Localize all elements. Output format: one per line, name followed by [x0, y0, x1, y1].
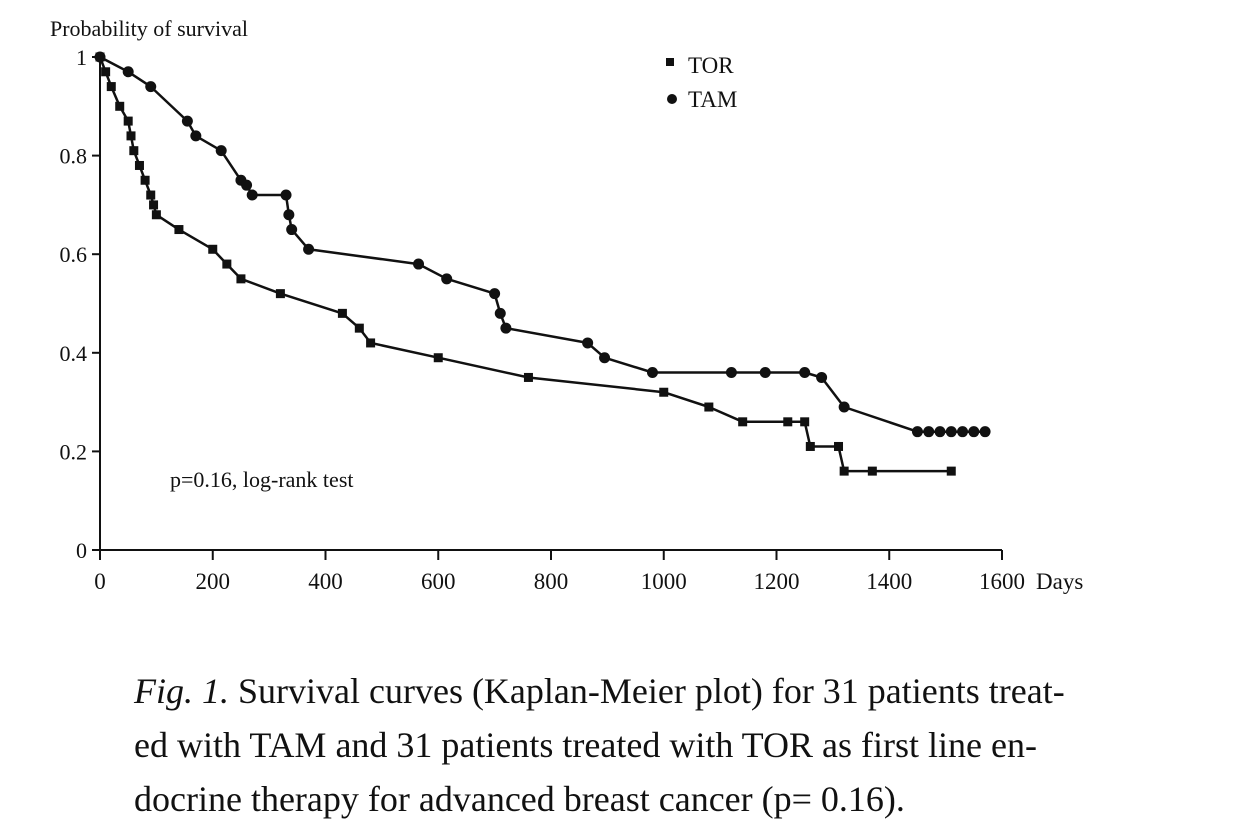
data-point-tor — [174, 225, 184, 235]
data-point-tor — [151, 210, 161, 220]
data-point-tor — [134, 160, 144, 170]
data-point-tor — [783, 417, 793, 427]
legend: TOR TAM — [666, 53, 737, 112]
data-point-tam — [286, 224, 298, 236]
legend-label-tor: TOR — [688, 53, 734, 78]
legend-label-tam: TAM — [688, 87, 737, 112]
data-point-tam — [582, 337, 594, 349]
data-point-tam — [968, 426, 980, 438]
caption-line-3: docrine therapy for advanced breast canc… — [134, 779, 905, 819]
data-point-tor — [946, 466, 956, 476]
data-point-tam — [599, 352, 611, 364]
data-point-tor — [236, 274, 246, 284]
figure-caption: Fig. 1. Survival curves (Kaplan-Meier pl… — [134, 664, 1134, 826]
data-point-tor — [146, 190, 156, 200]
survival-chart: 0 200 400 600 800 1000 1200 1400 1600 0 0.2 0.4 0.6 0… — [50, 16, 1083, 819]
data-point-tor — [275, 289, 285, 299]
data-point-tam — [979, 426, 991, 438]
y-tick-label: 0 — [76, 538, 87, 563]
data-point-tam — [94, 51, 106, 63]
data-point-tam — [280, 189, 292, 201]
data-point-tor — [115, 101, 125, 111]
series-line-tam — [99, 55, 986, 433]
data-point-tor — [106, 82, 116, 92]
ticks: 0 200 400 600 800 1000 1200 1400 1600 0 0.2 0.4 0.6 0… — [60, 45, 1026, 594]
data-point-tor — [834, 441, 844, 451]
data-point-tam — [725, 367, 737, 379]
data-point-tam — [181, 115, 193, 127]
caption-line-2: ed with TAM and 31 patients treated with… — [134, 725, 1037, 765]
data-point-tor — [149, 200, 159, 210]
data-point-tor — [659, 387, 669, 397]
data-point-tor — [140, 175, 150, 185]
x-tick-label: 400 — [308, 569, 343, 594]
x-tick-label: 800 — [534, 569, 569, 594]
data-point-tam — [190, 130, 202, 142]
data-point-tam — [215, 145, 227, 157]
data-point-tor — [433, 353, 443, 363]
chart-canvas: 0 200 400 600 800 1000 1200 1400 1600 0 0.2 0.4 0.6 0… — [50, 16, 1083, 594]
caption-figure-label: Fig. 1. — [134, 671, 229, 711]
data-point-tor — [129, 146, 139, 156]
data-point-tor — [867, 466, 877, 476]
data-point-tam — [413, 258, 425, 270]
x-tick-label: 1400 — [866, 569, 912, 594]
series — [94, 51, 991, 476]
legend-marker-tam — [667, 94, 677, 104]
data-point-tor — [839, 466, 849, 476]
data-point-tam — [441, 273, 453, 285]
x-tick-label: 1200 — [754, 569, 800, 594]
data-point-tam — [816, 371, 828, 383]
x-tick-label: 0 — [94, 569, 106, 594]
data-point-tor — [101, 67, 111, 77]
data-point-tam — [945, 426, 957, 438]
data-point-tam — [145, 81, 157, 93]
data-point-tor — [366, 338, 376, 348]
x-tick-label: 600 — [421, 569, 456, 594]
data-point-tor — [805, 441, 815, 451]
x-tick-label: 200 — [196, 569, 231, 594]
data-point-tor — [208, 244, 218, 254]
y-axis-label: Probability of survival — [50, 16, 248, 41]
data-point-tam — [241, 179, 253, 191]
data-point-tam — [246, 189, 258, 201]
data-point-tor — [123, 116, 133, 126]
data-point-tam — [911, 426, 923, 438]
data-point-tor — [222, 259, 232, 269]
data-point-tam — [283, 209, 295, 221]
x-tick-label: 1000 — [641, 569, 687, 594]
data-point-tor — [354, 323, 364, 333]
y-tick-label: 0.6 — [60, 242, 88, 267]
legend-marker-tor — [666, 58, 674, 66]
data-point-tam — [923, 426, 935, 438]
y-tick-label: 1 — [76, 45, 87, 70]
data-point-tam — [799, 367, 811, 379]
data-point-tam — [122, 66, 134, 78]
data-point-tam — [494, 307, 506, 319]
data-point-tor — [800, 417, 810, 427]
data-point-tam — [957, 426, 969, 438]
x-tick-label: 1600 — [979, 569, 1025, 594]
data-point-tor — [523, 372, 533, 382]
y-tick-label: 0.2 — [60, 439, 88, 464]
data-point-tam — [303, 243, 315, 255]
caption-line-1-text: Survival curves (Kaplan-Meier plot) for … — [238, 671, 1065, 711]
y-tick-label: 0.4 — [60, 341, 88, 366]
data-point-tor — [337, 308, 347, 318]
caption-line-1: Fig. 1. Survival curves (Kaplan-Meier pl… — [134, 664, 1134, 718]
data-point-tam — [500, 322, 512, 334]
data-point-tor — [704, 402, 714, 412]
data-point-tor — [738, 417, 748, 427]
data-point-tam — [838, 401, 850, 413]
p-value-annotation: p=0.16, log-rank test — [170, 467, 354, 492]
x-axis-unit-label: Days — [1036, 569, 1083, 594]
data-point-tam — [646, 367, 658, 379]
data-point-tor — [126, 131, 136, 141]
data-point-tam — [934, 426, 946, 438]
y-tick-label: 0.8 — [60, 144, 88, 169]
data-point-tam — [759, 367, 771, 379]
data-point-tam — [489, 288, 501, 300]
